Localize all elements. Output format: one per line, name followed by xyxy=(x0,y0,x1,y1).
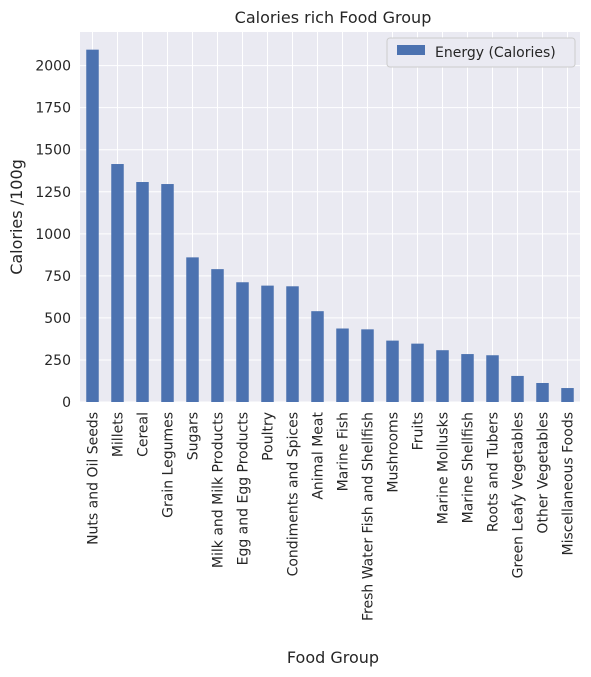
x-tick-label: Fresh Water Fish and Shellfish xyxy=(361,412,377,621)
bar xyxy=(86,49,99,403)
bar xyxy=(211,269,224,402)
y-tick-label: 1000 xyxy=(35,227,71,243)
x-tick-label: Green Leafy Vegetables xyxy=(511,412,527,578)
bar xyxy=(186,257,199,402)
x-axis-label: Food Group xyxy=(287,648,379,667)
y-axis-ticks: 0 250 500 750 1000 1250 1500 1750 2000 xyxy=(35,59,71,411)
x-tick-label: Other Vegetables xyxy=(536,412,552,534)
bar xyxy=(336,328,349,402)
x-tick-label: Milk and Milk Products xyxy=(211,412,227,568)
x-tick-label: Marine Fish xyxy=(336,412,352,491)
bar xyxy=(411,343,424,402)
chart-title: Calories rich Food Group xyxy=(235,8,432,27)
bar xyxy=(511,375,524,402)
x-tick-label: Condiments and Spices xyxy=(286,412,302,576)
x-tick-label: Egg and Egg Products xyxy=(236,412,252,565)
legend: Energy (Calories) xyxy=(386,37,576,68)
bar xyxy=(261,285,274,402)
bar xyxy=(461,354,474,402)
y-tick-label: 500 xyxy=(44,311,71,327)
y-tick-label: 750 xyxy=(44,269,71,285)
x-tick-label: Mushrooms xyxy=(386,412,402,493)
y-tick-label: 0 xyxy=(62,395,71,411)
x-tick-label: Poultry xyxy=(261,412,277,461)
bar xyxy=(236,282,249,402)
bar xyxy=(361,329,374,402)
bar xyxy=(536,382,549,402)
legend-box xyxy=(386,37,576,68)
y-tick-label: 1250 xyxy=(35,185,71,201)
x-tick-label: Miscellaneous Foods xyxy=(561,412,577,555)
bar xyxy=(161,184,174,402)
bar xyxy=(311,311,324,402)
y-tick-label: 1500 xyxy=(35,143,71,159)
x-tick-label: Marine Mollusks xyxy=(436,412,452,524)
bar xyxy=(486,355,499,402)
x-tick-label: Grain Legumes xyxy=(161,412,177,518)
x-tick-label: Animal Meat xyxy=(311,412,327,500)
x-tick-label: Sugars xyxy=(186,412,202,460)
plot-area xyxy=(80,32,580,402)
bar xyxy=(136,182,149,402)
x-tick-label: Millets xyxy=(111,412,127,457)
bar xyxy=(111,164,124,402)
bar xyxy=(286,286,299,402)
y-tick-label: 250 xyxy=(44,353,71,369)
y-tick-label: 2000 xyxy=(35,59,71,75)
x-tick-label: Roots and Tubers xyxy=(486,412,502,532)
bar xyxy=(436,350,449,402)
legend-label: Energy (Calories) xyxy=(435,45,556,61)
x-tick-label: Fruits xyxy=(411,412,427,450)
y-axis-label: Calories /100g xyxy=(7,159,26,275)
x-axis-ticks: Nuts and Oil Seeds Millets Cereal Grain Leg… xyxy=(86,412,577,622)
x-tick-label: Marine Shellfish xyxy=(461,412,477,523)
bar xyxy=(386,340,399,402)
x-tick-label: Cereal xyxy=(136,412,152,457)
y-tick-label: 1750 xyxy=(35,101,71,117)
bar xyxy=(561,388,574,402)
bars xyxy=(86,49,574,403)
x-tick-label: Nuts and Oil Seeds xyxy=(86,412,102,545)
legend-swatch xyxy=(397,45,425,55)
